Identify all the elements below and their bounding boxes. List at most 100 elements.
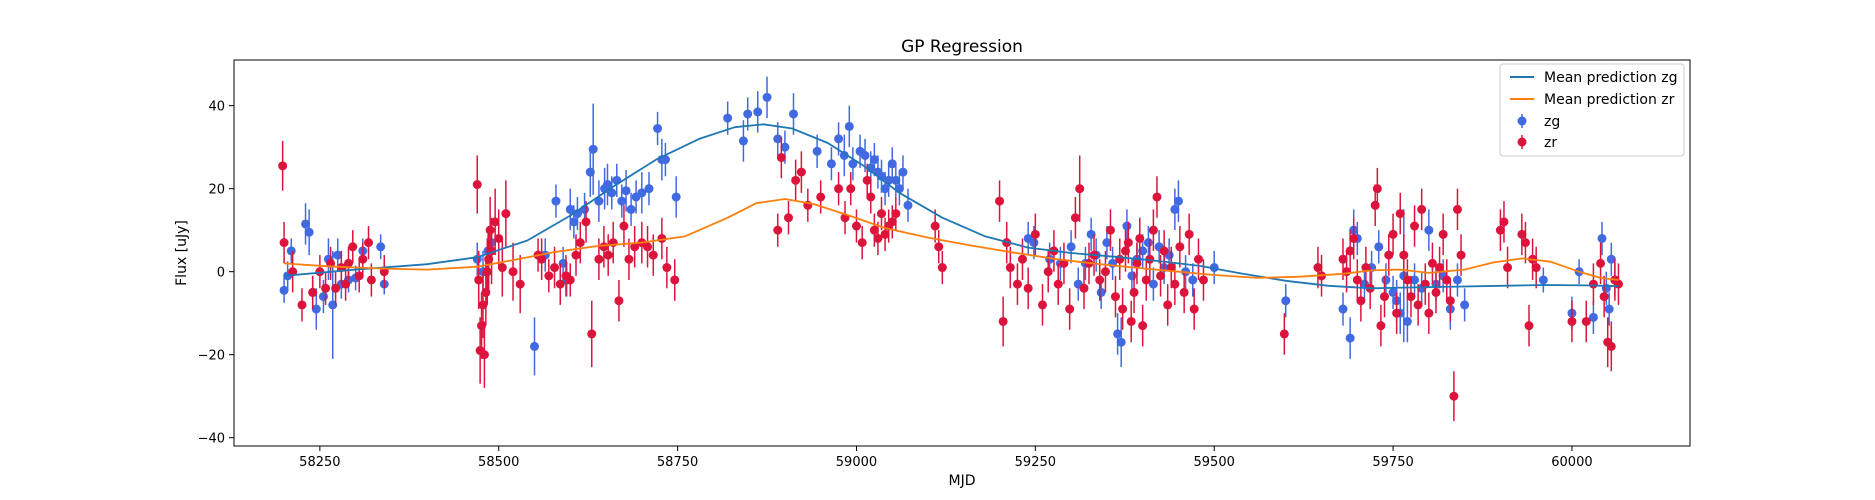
data-point-zg <box>653 123 663 133</box>
data-point-zr <box>501 209 511 219</box>
data-point-zg <box>1452 275 1462 285</box>
y-tick-label: 40 <box>208 100 225 115</box>
data-point-zr <box>1105 225 1115 235</box>
data-point-zr <box>1356 296 1366 306</box>
data-point-zr <box>343 258 353 268</box>
data-point-zg <box>1148 279 1158 289</box>
data-point-zr <box>490 217 500 227</box>
data-point-zr <box>1129 287 1139 297</box>
data-point-zr <box>603 250 613 260</box>
data-point-zr <box>1349 233 1359 243</box>
data-point-zg <box>588 144 598 154</box>
data-point-zr <box>1148 225 1158 235</box>
data-point-zr <box>494 233 504 243</box>
data-point-zr <box>1402 275 1412 285</box>
data-point-zr <box>862 175 872 185</box>
data-point-zg <box>1281 296 1291 306</box>
mean-prediction-line-zr <box>284 198 1619 281</box>
data-point-zg <box>834 134 844 144</box>
data-point-zr <box>1417 204 1427 214</box>
data-point-zr <box>1198 275 1208 285</box>
data-point-zr <box>1384 250 1394 260</box>
data-point-zg <box>1345 333 1355 343</box>
data-point-zg <box>1113 329 1123 339</box>
data-point-zr <box>575 238 585 248</box>
series-zr-points <box>278 136 1623 422</box>
data-point-zr <box>1070 213 1080 223</box>
data-point-zr <box>1613 279 1623 289</box>
data-point-zr <box>297 300 307 310</box>
data-point-zg <box>660 155 670 165</box>
data-point-zr <box>1166 263 1176 273</box>
data-point-zr <box>1567 316 1577 326</box>
data-point-zr <box>1376 321 1386 331</box>
data-point-zr <box>278 161 288 171</box>
data-point-zg <box>621 186 631 196</box>
data-point-zg <box>1127 271 1137 281</box>
data-point-zr <box>594 254 604 264</box>
data-point-zr <box>866 192 876 202</box>
data-point-zr <box>1043 267 1053 277</box>
data-point-zr <box>1424 308 1434 318</box>
data-point-zr <box>1095 275 1105 285</box>
data-point-zr <box>1037 300 1047 310</box>
data-point-zg <box>1597 233 1607 243</box>
data-point-zr <box>1012 279 1022 289</box>
data-point-zg <box>860 150 870 160</box>
x-tick-label: 60000 <box>1551 455 1592 470</box>
data-point-zr <box>1126 316 1136 326</box>
data-point-zr <box>1442 275 1452 285</box>
data-point-zr <box>1338 254 1348 264</box>
data-point-zr <box>1392 308 1402 318</box>
data-point-zg <box>1410 275 1420 285</box>
data-point-zg <box>1066 242 1076 252</box>
data-point-zg <box>333 250 343 260</box>
data-point-zr <box>550 263 560 273</box>
legend-label-zg-line: Mean prediction zg <box>1544 70 1678 86</box>
data-point-zr <box>1495 225 1505 235</box>
data-point-zg <box>1588 312 1598 322</box>
data-point-zr <box>508 267 518 277</box>
data-point-zg <box>826 159 836 169</box>
data-point-zr <box>1379 292 1389 302</box>
data-point-zg <box>602 180 612 190</box>
data-point-zr <box>857 238 867 248</box>
data-point-zr <box>1599 292 1609 302</box>
data-point-zg <box>304 227 314 237</box>
data-point-zr <box>776 153 786 163</box>
data-point-zr <box>662 263 672 273</box>
data-point-zr <box>1388 229 1398 239</box>
data-point-zg <box>1122 221 1132 231</box>
data-point-zg <box>1188 275 1198 285</box>
data-point-zg <box>1173 196 1183 206</box>
data-point-zr <box>873 233 883 243</box>
data-point-zr <box>1179 287 1189 297</box>
data-point-zr <box>1581 316 1591 326</box>
data-point-zr <box>288 267 298 277</box>
data-point-zr <box>1431 287 1441 297</box>
data-point-zr <box>834 184 844 194</box>
data-point-zg <box>671 192 681 202</box>
data-point-zg <box>1029 238 1039 248</box>
data-point-zg <box>644 184 654 194</box>
data-point-zr <box>1075 184 1085 194</box>
data-point-zg <box>1606 254 1616 264</box>
data-point-zr <box>630 242 640 252</box>
data-point-zg <box>780 142 790 152</box>
data-point-zr <box>930 221 940 231</box>
data-point-zr <box>581 217 591 227</box>
data-point-zr <box>315 267 325 277</box>
data-point-zr <box>1005 263 1015 273</box>
data-point-zr <box>1123 238 1133 248</box>
x-tick-label: 59500 <box>1194 455 1235 470</box>
data-point-zg <box>743 109 753 119</box>
data-point-zr <box>1596 258 1606 268</box>
data-point-zr <box>1141 275 1151 285</box>
data-point-zr <box>1193 254 1203 264</box>
data-point-zg <box>311 304 321 314</box>
legend-label-zr-line: Mean prediction zr <box>1544 92 1675 108</box>
data-point-zg <box>1102 238 1112 248</box>
data-point-zr <box>670 275 680 285</box>
data-point-zr <box>1452 204 1462 214</box>
data-point-zr <box>1023 283 1033 293</box>
